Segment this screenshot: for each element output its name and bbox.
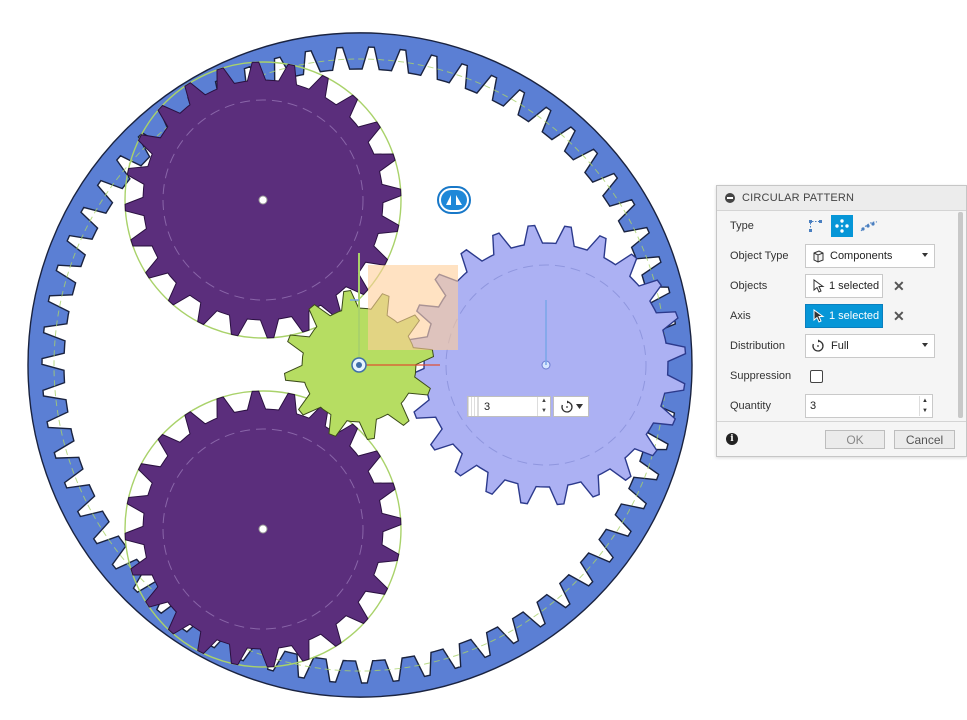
- preview-plane: [368, 265, 458, 350]
- axis-label: Axis: [730, 310, 751, 322]
- dialog-header[interactable]: CIRCULAR PATTERN: [717, 186, 966, 211]
- axis-selector[interactable]: 1 selected: [805, 304, 883, 328]
- ok-button[interactable]: OK: [825, 430, 885, 449]
- pattern-path-icon[interactable]: [858, 215, 880, 237]
- info-icon[interactable]: i: [726, 433, 738, 445]
- planet-gear-bottom-center-point: [258, 524, 268, 534]
- pivot-arrow-right: [456, 195, 462, 205]
- selected-construction-circle: [445, 264, 647, 466]
- dialog-scrollbar[interactable]: [958, 212, 963, 418]
- cursor-select-icon: [813, 309, 825, 323]
- axis-value: 1 selected: [829, 310, 880, 322]
- dialog-footer: i OK Cancel: [717, 421, 966, 456]
- chevron-down-icon: [575, 404, 583, 409]
- objects-row: Objects 1 selected ✕: [717, 273, 957, 299]
- planet-gear-bottom-construction-circle: [162, 428, 364, 630]
- quantity-label: Quantity: [730, 400, 771, 412]
- quantity-spinner[interactable]: ▲ ▼: [919, 396, 930, 416]
- planet-gear-top-pitch-circle: [124, 61, 402, 339]
- pattern-circular-icon[interactable]: [831, 215, 853, 237]
- axis-row: Axis 1 selected ✕: [717, 303, 957, 329]
- ring-gear: [27, 32, 693, 698]
- type-label: Type: [730, 220, 754, 232]
- objects-value: 1 selected: [829, 280, 880, 292]
- cursor-select-icon: [813, 279, 825, 293]
- planet-gear-top-center-point: [258, 195, 268, 205]
- drag-grip[interactable]: [468, 397, 479, 416]
- planet-gear-top-construction-circle: [162, 99, 364, 301]
- object-type-row: Object Type Components: [717, 243, 957, 269]
- cancel-button[interactable]: Cancel: [894, 430, 955, 449]
- quantity-value[interactable]: 3: [810, 400, 817, 412]
- distribution-label: Distribution: [730, 340, 786, 352]
- component-icon: [813, 250, 824, 263]
- canvas-distribution-dropdown[interactable]: [553, 396, 589, 417]
- rotate-full-icon: [560, 400, 573, 413]
- canvas-quantity-value[interactable]: 3: [484, 400, 491, 413]
- canvas-quantity-input[interactable]: 3 ▲ ▼: [467, 396, 551, 417]
- canvas-quantity-spinner[interactable]: ▲ ▼: [537, 397, 550, 416]
- object-type-value: Components: [830, 250, 893, 262]
- clear-axis-icon[interactable]: ✕: [893, 307, 905, 324]
- spinner-down-icon[interactable]: ▼: [922, 408, 928, 414]
- chevron-down-icon: [922, 343, 928, 347]
- distribution-dropdown[interactable]: Full: [805, 334, 935, 358]
- object-type-label: Object Type: [730, 250, 789, 262]
- spinner-down-icon[interactable]: ▼: [541, 407, 547, 414]
- objects-label: Objects: [730, 280, 768, 292]
- circular-pattern-dialog: CIRCULAR PATTERN Type Object Type Compon…: [716, 185, 967, 457]
- pivot-arrow-left: [446, 195, 451, 205]
- suppression-label: Suppression: [730, 370, 792, 382]
- distribution-value: Full: [831, 340, 849, 352]
- spinner-up-icon[interactable]: ▲: [922, 398, 928, 404]
- collapse-icon[interactable]: [725, 193, 735, 203]
- pivot-manipulator-fill: [441, 190, 467, 210]
- quantity-input[interactable]: 3 ▲ ▼: [805, 394, 933, 418]
- planet-gear-bottom-pitch-circle: [124, 390, 402, 668]
- suppression-checkbox[interactable]: [810, 369, 823, 383]
- quantity-row: Quantity 3 ▲ ▼: [717, 393, 957, 419]
- distribution-row: Distribution Full: [717, 333, 957, 359]
- pattern-rectangular-icon[interactable]: [805, 215, 827, 237]
- dialog-title: CIRCULAR PATTERN: [742, 192, 855, 204]
- axis-origin-dot: [356, 362, 362, 368]
- spinner-up-icon[interactable]: ▲: [541, 398, 547, 404]
- rotate-full-icon: [812, 339, 824, 352]
- type-row: Type: [717, 213, 957, 239]
- object-type-dropdown[interactable]: Components: [805, 244, 935, 268]
- objects-selector[interactable]: 1 selected: [805, 274, 883, 298]
- clear-objects-icon[interactable]: ✕: [893, 277, 905, 294]
- chevron-down-icon: [922, 253, 928, 257]
- suppression-row: Suppression: [717, 363, 957, 389]
